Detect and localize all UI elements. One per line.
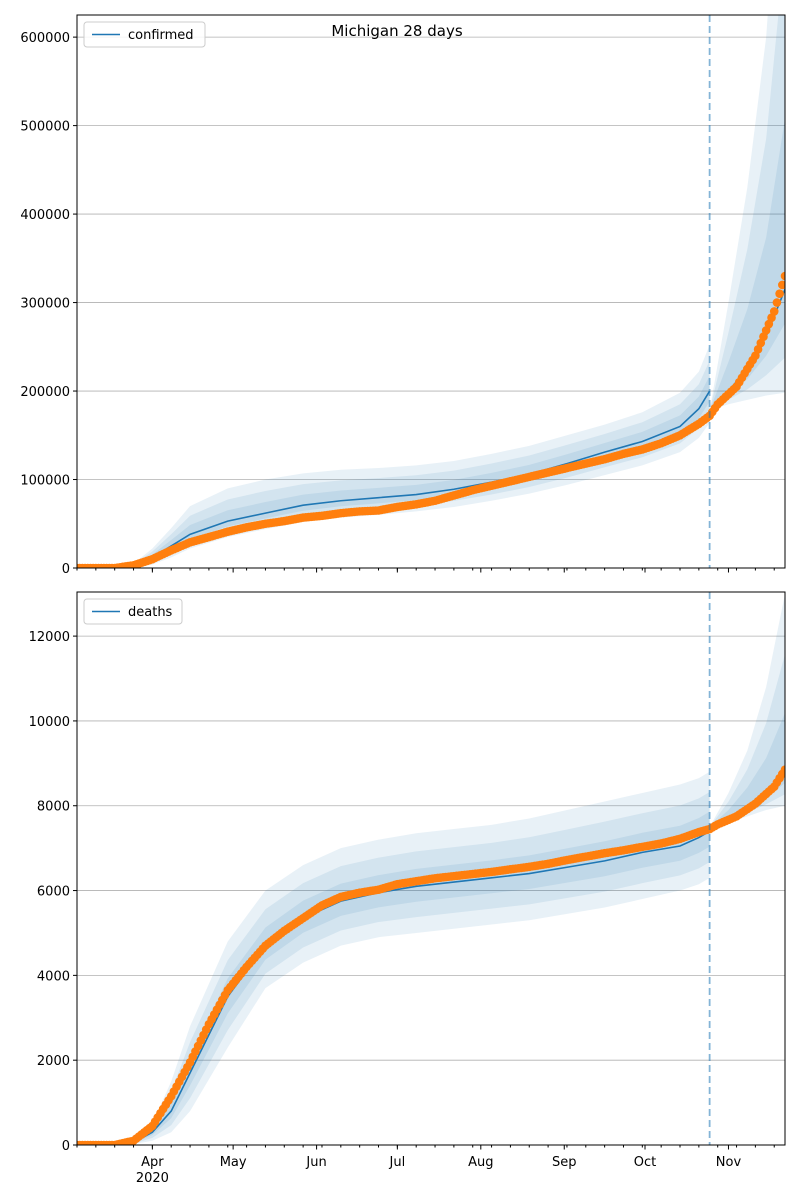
forecast-band-1 [709,654,785,827]
plot-area [77,15,785,568]
fit-band-1 [77,360,710,568]
plot-area [77,593,785,1145]
y-tick-label: 400000 [20,208,70,223]
forecast-band-0 [709,593,785,827]
observed-point [780,765,785,774]
chart-title: Michigan 28 days [331,22,462,40]
legend-box [83,598,183,625]
y-tick-label: 500000 [20,120,70,135]
observed-point [780,271,785,281]
y-tick-label: 600000 [20,31,70,46]
x-tick-label: Jul [389,1155,406,1170]
x-tick-label: Nov [716,1155,742,1170]
y-tick-label: 0 [62,1139,70,1154]
fit-band-0 [77,345,710,568]
axes-frame [76,591,786,1146]
axes-frame [76,14,786,569]
y-tick-label: 8000 [37,800,70,815]
x-tick-label: Aug [468,1155,493,1170]
x-tick-label: May [220,1155,247,1170]
observed-point [772,298,782,307]
y-tick-label: 2000 [37,1054,70,1069]
y-tick-label: 200000 [20,385,70,400]
forecast-band-0 [709,15,785,411]
forecast-band-1 [709,15,785,411]
observed-point [778,280,785,290]
y-tick-label: 12000 [29,630,70,645]
confirmed-panel: 0 100000 200000 300000 400000 500000 600000 con… [20,14,786,577]
legend-label: deaths [128,605,173,620]
x-tick-label: Sep [552,1155,577,1170]
y-tick-label: 6000 [37,885,70,900]
x-tick-label: 2020 [136,1171,169,1186]
observed-point [769,307,779,316]
x-tick-label: Jun [305,1155,326,1170]
x-tick-label: Oct [634,1155,656,1170]
x-tick-label: Apr [141,1155,164,1170]
y-tick-label: 4000 [37,969,70,984]
observed-point [775,289,784,299]
y-tick-label: 0 [62,562,70,577]
legend-box [83,21,206,48]
y-tick-label: 100000 [20,474,70,489]
y-tick-label: 10000 [29,715,70,730]
legend-label: confirmed [128,28,194,43]
fit-band-1 [77,791,710,1145]
y-tick-label: 300000 [20,297,70,312]
